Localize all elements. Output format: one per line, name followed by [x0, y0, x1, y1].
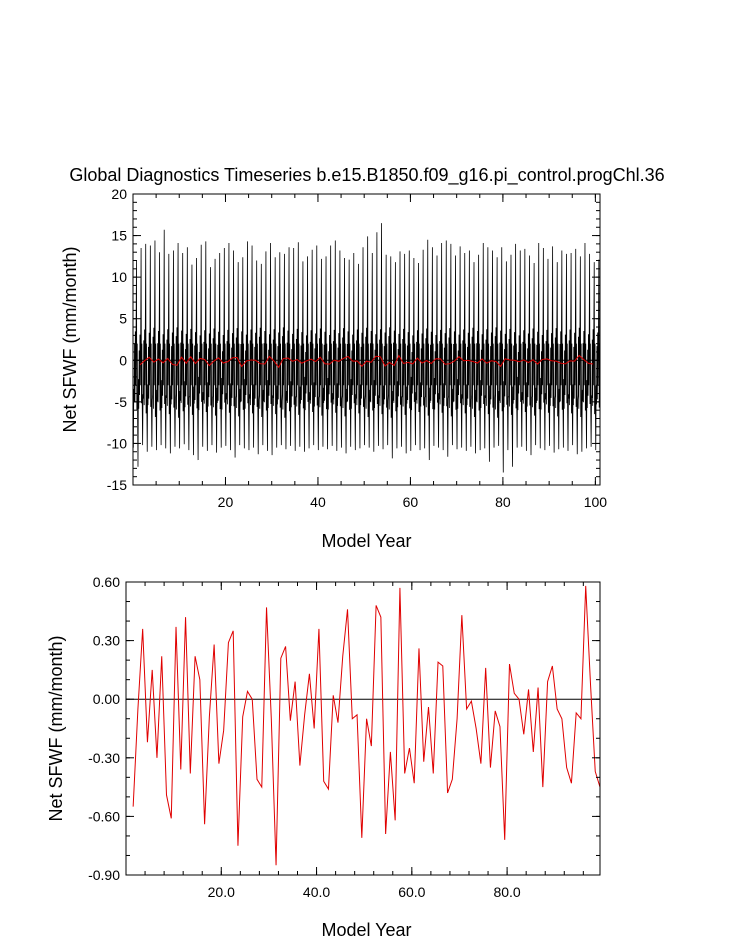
top-plot-frame	[132, 193, 601, 486]
bottom-plot-frame	[125, 581, 601, 876]
annual-mean-series-line	[139, 354, 594, 369]
top-plot-area	[132, 223, 601, 473]
bottom-chart: 20.0 40.0 60.0 80.0 -0.90 -0.60 -0.30 0.00 0.30 0…	[46, 574, 601, 940]
top-x-tick-label: 40	[310, 494, 326, 510]
bottom-y-axis-label: Net SFWF (mm/month)	[46, 635, 66, 821]
bottom-y-tick-label: -0.30	[88, 750, 120, 766]
top-y-tick-label: -10	[107, 435, 127, 451]
bottom-x-tick-label: 40.0	[303, 884, 330, 900]
top-y-tick-label: 0	[119, 352, 127, 368]
top-chart: 20 40 60 80 100 -15 -10 -5 0 5 10 15 20 Model Year N…	[60, 186, 607, 551]
top-y-tick-label: -5	[115, 394, 128, 410]
top-y-tick-label: 20	[111, 186, 127, 202]
top-y-tick-label: 5	[119, 311, 127, 327]
monthly-series-line	[132, 223, 601, 473]
top-x-tick-label: 80	[495, 494, 511, 510]
top-axis-ticks: 20 40 60 80 100 -15 -10 -5 0 5 10 15 20	[107, 186, 608, 510]
bottom-y-tick-label: -0.60	[88, 808, 120, 824]
chart-title: Global Diagnostics Timeseries b.e15.B185…	[69, 165, 664, 186]
bottom-axis-ticks: 20.0 40.0 60.0 80.0 -0.90 -0.60 -0.30 0.00 0.30 0…	[88, 574, 600, 900]
top-x-tick-label: 60	[403, 494, 419, 510]
top-x-axis-label: Model Year	[321, 531, 411, 551]
bottom-x-tick-label: 80.0	[493, 884, 520, 900]
top-x-tick-label: 100	[584, 494, 608, 510]
bottom-y-tick-label: -0.90	[88, 867, 120, 883]
bottom-y-tick-label: 0.30	[93, 633, 120, 649]
top-y-axis-label: Net SFWF (mm/month)	[60, 246, 80, 432]
bottom-plot-area	[126, 585, 601, 866]
bottom-x-axis-label: Model Year	[321, 920, 411, 940]
top-y-tick-label: 10	[111, 269, 127, 285]
bottom-y-tick-label: 0.60	[93, 574, 120, 590]
top-y-tick-label: 15	[111, 228, 127, 244]
bottom-x-tick-label: 60.0	[398, 884, 425, 900]
annual-series-line	[132, 585, 601, 866]
bottom-x-tick-label: 20.0	[208, 884, 235, 900]
top-x-tick-label: 20	[218, 494, 234, 510]
top-y-tick-label: -15	[107, 477, 127, 493]
bottom-y-tick-label: 0.00	[93, 691, 120, 707]
